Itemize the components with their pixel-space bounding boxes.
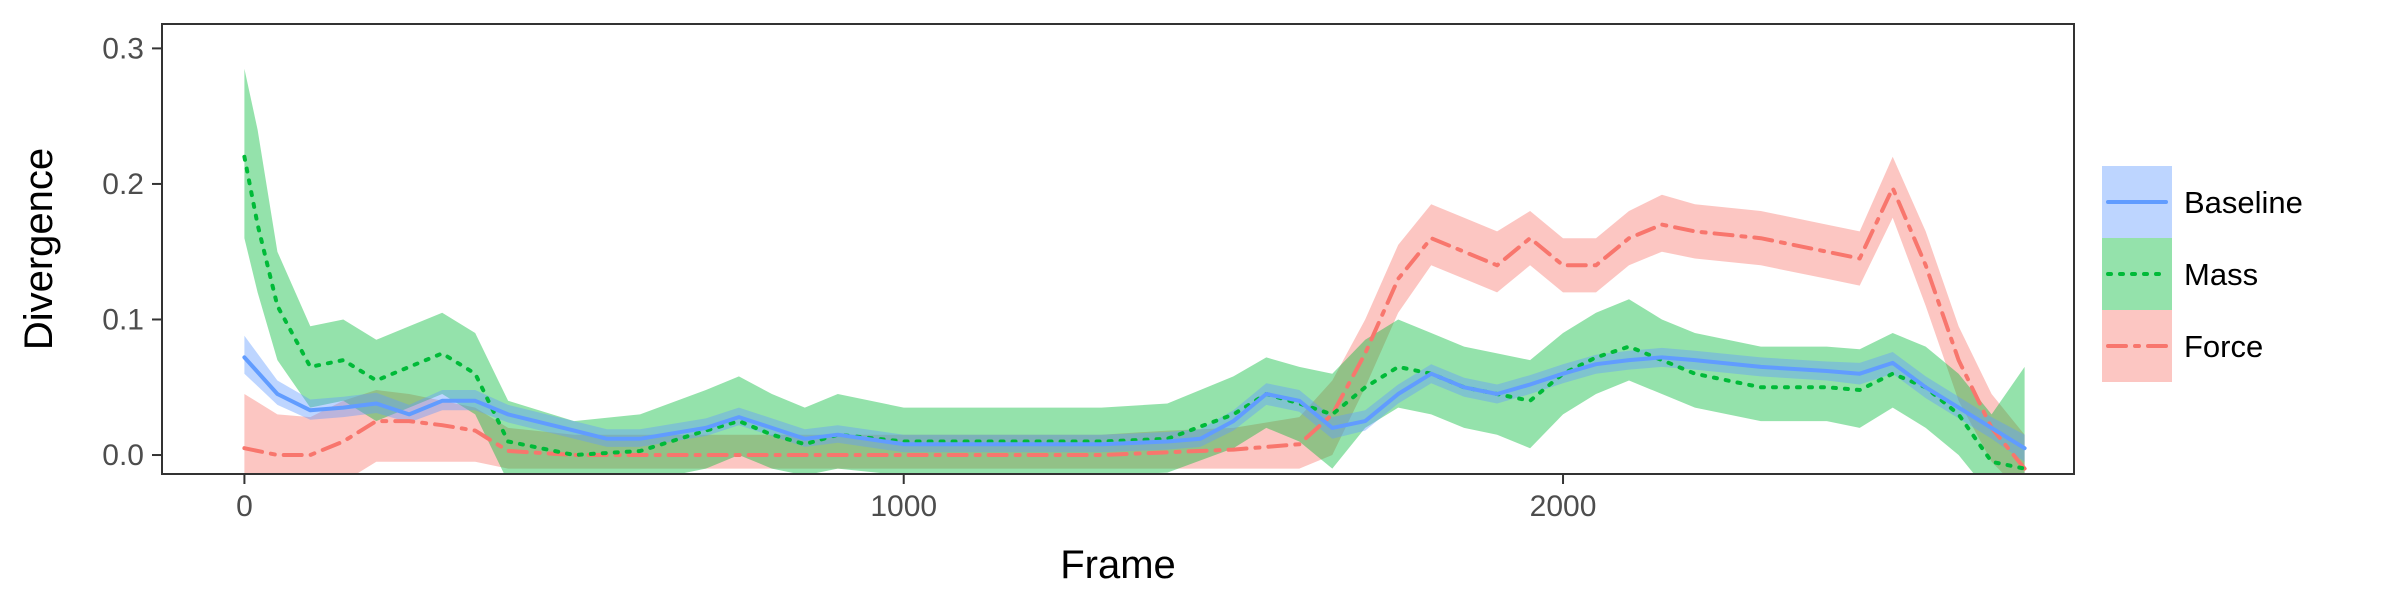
x-tick-label: 2000	[1530, 490, 1597, 523]
y-axis-title: Divergence	[17, 148, 61, 350]
y-tick-label: 0.3	[102, 32, 144, 65]
series-line-baseline	[242, 355, 2027, 451]
legend: Baseline Mass Force	[2102, 166, 2303, 382]
x-tick-label: 0	[236, 490, 253, 523]
y-tick-label: 0.0	[102, 439, 144, 472]
y-tick-label: 0.1	[102, 303, 144, 336]
x-axis: 0 1000 2000	[236, 474, 1596, 523]
plot-lines	[242, 154, 2027, 471]
series-line-force	[242, 186, 2027, 471]
band-force	[244, 156, 2025, 474]
y-tick-label: 0.2	[102, 168, 144, 201]
legend-label-force: Force	[2184, 329, 2263, 364]
plot-panel-border	[161, 23, 2075, 475]
legend-label-baseline: Baseline	[2184, 185, 2303, 220]
series-line-mass	[242, 154, 2027, 471]
legend-label-mass: Mass	[2184, 257, 2258, 292]
x-axis-title: Frame	[1060, 543, 1176, 587]
band-mass	[244, 68, 2025, 474]
x-tick-label: 1000	[870, 490, 937, 523]
y-axis: 0.0 0.1 0.2 0.3	[102, 32, 162, 472]
